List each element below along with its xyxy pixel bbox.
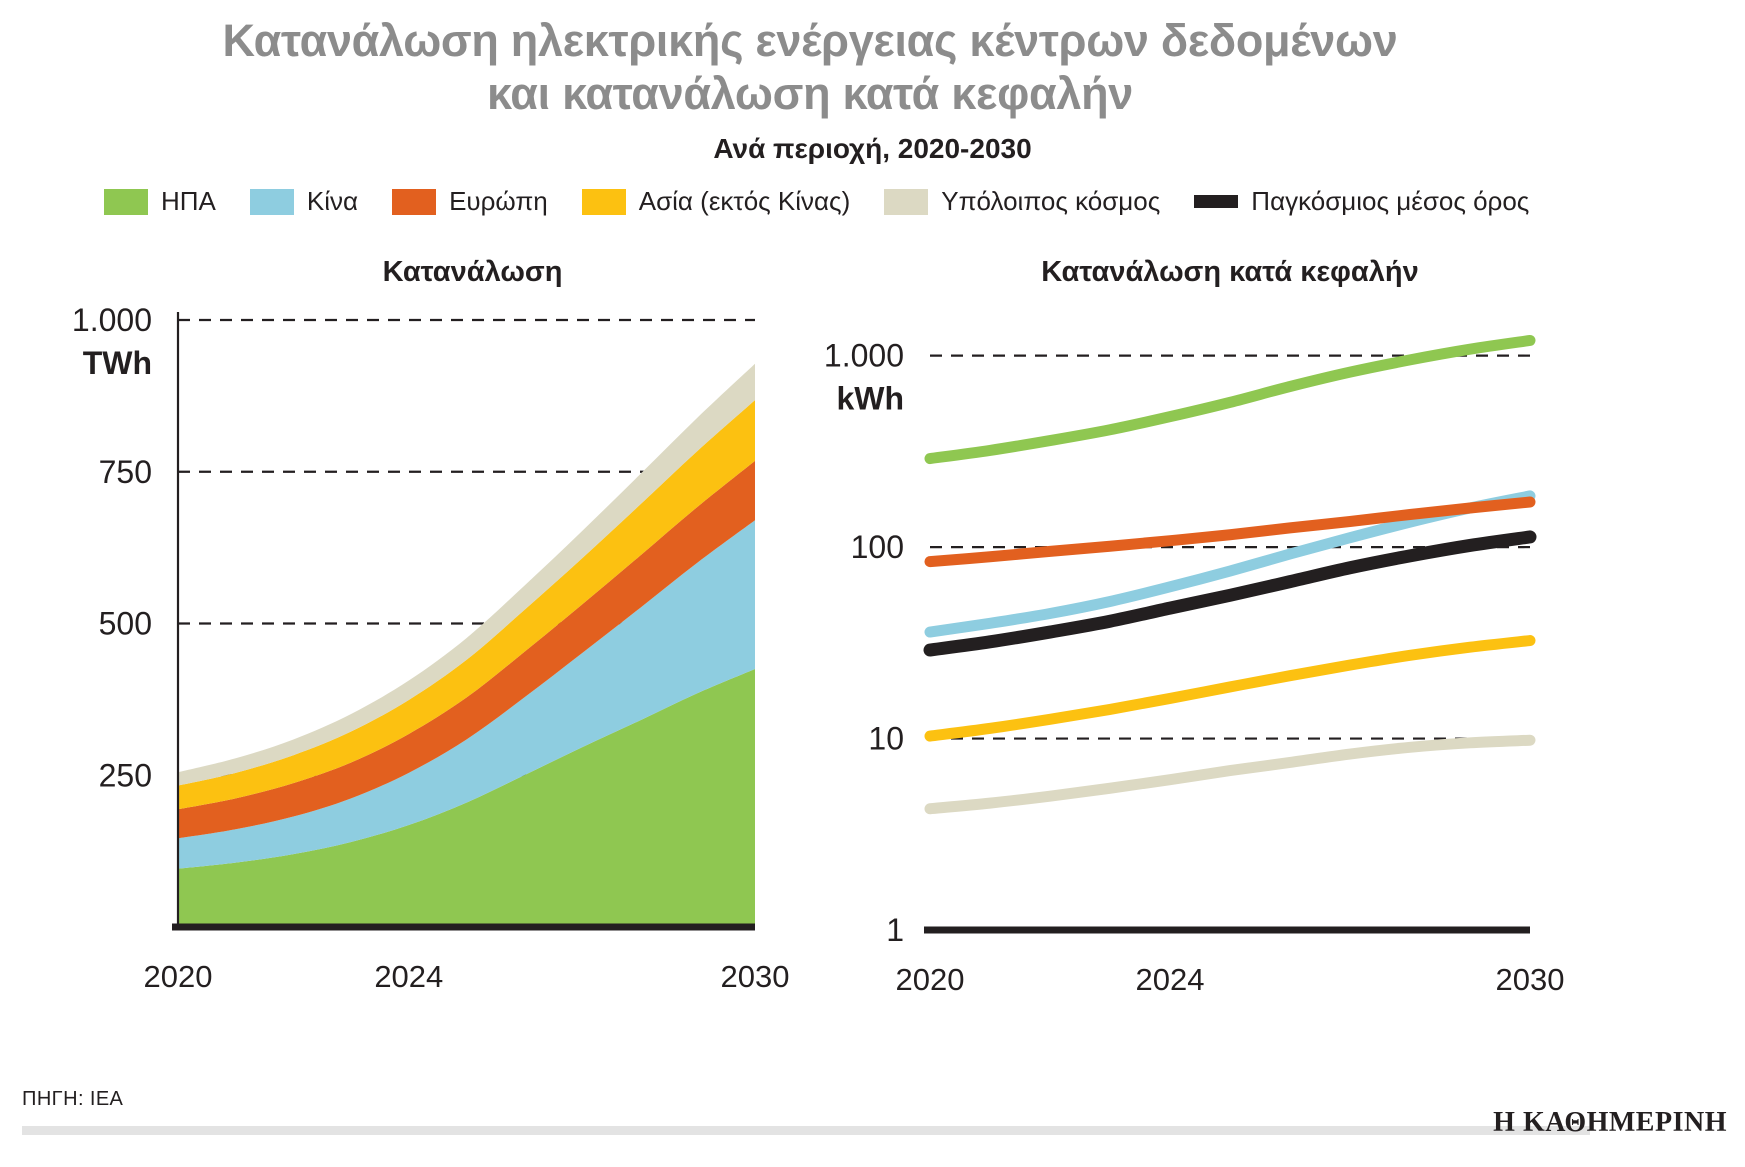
line-series-0 bbox=[924, 334, 1536, 465]
x-axis-tick-label: 2020 bbox=[896, 962, 965, 997]
y-axis-unit-label: kWh bbox=[836, 381, 904, 417]
chart-legend: ΗΠΑ Κίνα Ευρώπη Ασία (εκτός Κίνας) Υπόλοιπος… bbox=[104, 186, 1563, 217]
legend-item-label: Ευρώπη bbox=[449, 186, 548, 216]
x-axis-tick-label: 2024 bbox=[1136, 962, 1205, 997]
line-series-4 bbox=[924, 734, 1536, 815]
legend-item-label: Ασία (εκτός Κίνας) bbox=[638, 186, 851, 216]
legend-color-swatch-icon bbox=[249, 188, 294, 215]
legend-item-label: Υπόλοιπος κόσμος bbox=[941, 186, 1161, 216]
legend-item[interactable]: Ασία (εκτός Κίνας) bbox=[581, 186, 851, 217]
legend-item[interactable]: Παγκόσμιος μέσος όρος bbox=[1194, 186, 1529, 217]
y-axis-tick-label: 100 bbox=[851, 529, 904, 565]
y-axis-tick-label: 1 bbox=[886, 912, 904, 948]
legend-item[interactable]: Υπόλοιπος κόσμος bbox=[884, 186, 1160, 217]
page-title-line1: Κατανάλωση ηλεκτρικής ενέργειας κέντρων … bbox=[222, 15, 1398, 66]
line-series-2 bbox=[924, 496, 1536, 568]
panel-title-consumption: Κατανάλωση bbox=[382, 256, 563, 288]
panel-title-per-capita: Κατανάλωση κατά κεφαλήν bbox=[1041, 256, 1419, 288]
y-axis-tick-label: 250 bbox=[99, 757, 152, 793]
y-axis-tick-label: 750 bbox=[99, 454, 152, 490]
x-axis-tick-label: 2030 bbox=[721, 959, 790, 994]
y-axis-unit-label: TWh bbox=[83, 345, 152, 381]
log-line-chart-per-capita: 1 10 100 1.000 kWh 2020 2024 2030 bbox=[824, 334, 1565, 997]
legend-color-swatch-icon bbox=[581, 188, 626, 215]
legend-item-label: Παγκόσμιος μέσος όρος bbox=[1251, 186, 1530, 216]
legend-item[interactable]: ΗΠΑ bbox=[104, 186, 216, 217]
line-series-5 bbox=[923, 530, 1537, 657]
area-series-1 bbox=[178, 520, 755, 869]
footer-divider bbox=[22, 1126, 1590, 1135]
page-title: Κατανάλωση ηλεκτρικής ενέργειας κέντρων … bbox=[0, 14, 1620, 120]
legend-item[interactable]: Ευρώπη bbox=[392, 186, 548, 217]
x-axis-tick-label: 2030 bbox=[1496, 962, 1565, 997]
line-series-3 bbox=[924, 635, 1536, 742]
stacked-area-chart-consumption: 250 500 750 1.000 TWh 2020 2024 2030 bbox=[72, 302, 790, 994]
x-axis-tick-label: 2020 bbox=[144, 959, 213, 994]
brand-logo: Η ΚΑΘΗΜΕΡΙΝΗ bbox=[1493, 1107, 1727, 1138]
legend-color-swatch-icon bbox=[392, 188, 437, 215]
legend-item-label: ΗΠΑ bbox=[161, 186, 216, 216]
y-axis-tick-label: 1.000 bbox=[72, 302, 152, 338]
area-series-0 bbox=[178, 669, 755, 927]
y-axis-tick-label: 500 bbox=[99, 606, 152, 642]
page-subtitle: Ανά περιοχή, 2020-2030 bbox=[713, 133, 1032, 164]
legend-item[interactable]: Κίνα bbox=[249, 186, 359, 217]
legend-color-swatch-icon bbox=[884, 188, 929, 215]
legend-line-swatch-icon bbox=[1194, 195, 1239, 208]
page-title-line2: και κατανάλωση κατά κεφαλήν bbox=[487, 68, 1133, 120]
area-series-2 bbox=[178, 460, 755, 839]
x-axis-tick-label: 2024 bbox=[374, 959, 443, 994]
source-note: ΠΗΓΗ: ΙΕΑ bbox=[22, 1088, 124, 1110]
y-axis-tick-label: 1.000 bbox=[824, 338, 904, 374]
legend-item-label: Κίνα bbox=[306, 186, 359, 216]
y-axis-tick-label: 10 bbox=[868, 721, 904, 757]
legend-color-swatch-icon bbox=[104, 188, 148, 215]
